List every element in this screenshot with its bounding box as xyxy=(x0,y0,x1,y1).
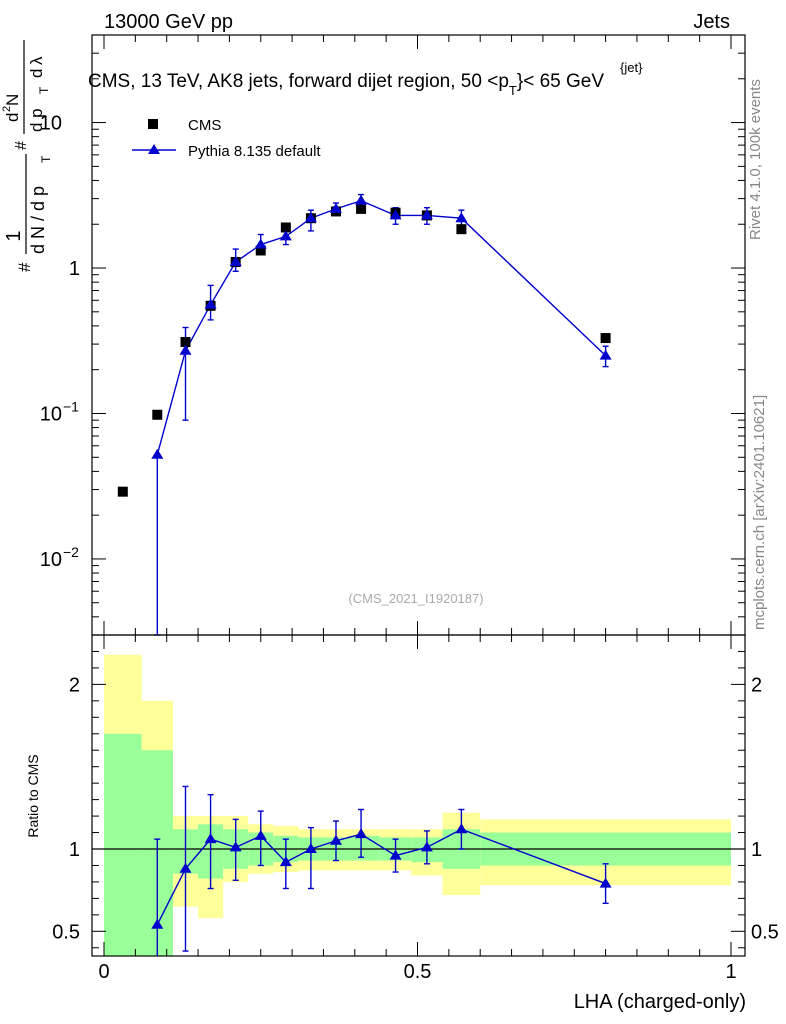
pythia-point-9 xyxy=(389,209,402,220)
ratio-point-1 xyxy=(179,862,192,873)
legend: CMS Pythia 8.135 default xyxy=(132,117,321,160)
ratio-point-8 xyxy=(355,828,368,839)
main-ylabel: # 1 d N / d p T # d 2 N d p T d λ xyxy=(1,40,53,272)
main-title-end: }< 65 GeV xyxy=(517,71,604,92)
cms-point-13 xyxy=(600,333,611,344)
band-inner-9 xyxy=(348,835,380,861)
ratio-ytick-label-right-2: 2 xyxy=(751,674,762,696)
ylabel-pt-sub: T xyxy=(39,155,53,163)
main-ytick-label-0: 10 xyxy=(40,549,62,571)
cms-point-1 xyxy=(152,409,163,420)
mcplots-label: mcplots.cern.ch [arXiv:2401.10621] xyxy=(751,395,768,630)
cms-point-12 xyxy=(456,224,467,235)
pythia-point-12 xyxy=(599,349,612,360)
cms-point-0 xyxy=(117,486,128,497)
main-title-sub: T xyxy=(509,83,517,98)
pythia-point-2 xyxy=(204,298,217,309)
ratio-point-2 xyxy=(204,833,217,844)
ratio-point-12 xyxy=(599,877,612,888)
ylabel-lambda: λ xyxy=(27,56,46,65)
pythia-point-8 xyxy=(355,194,368,205)
pythia-point-6 xyxy=(304,212,317,223)
ratio-ytick-label-left-0: 0.5 xyxy=(52,921,80,943)
main-ytick-exp-0: −2 xyxy=(63,544,79,560)
legend-cms-marker xyxy=(148,119,158,129)
legend-pythia-marker xyxy=(148,144,160,154)
ratio-ytick-label-left-2: 2 xyxy=(69,674,80,696)
cms-point-6 xyxy=(280,222,291,233)
ratio-point-5 xyxy=(279,856,292,867)
main-ytick-label-3: 10 xyxy=(40,113,62,135)
pythia-point-10 xyxy=(420,209,433,220)
ylabel-exp-2: 2 xyxy=(1,106,13,112)
pythia-point-3 xyxy=(229,256,242,267)
pythia-point-4 xyxy=(254,238,267,249)
ylabel-d: d xyxy=(3,113,22,122)
main-ytick-label-1: 10 xyxy=(40,403,62,425)
cms-point-9 xyxy=(356,203,367,214)
ratio-ytick-label-right-1: 1 xyxy=(751,839,762,861)
cms-point-5 xyxy=(255,245,266,256)
legend-pythia-label: Pythia 8.135 default xyxy=(188,143,321,160)
ylabel-dn-dpt: d N / d p xyxy=(28,186,48,254)
ratio-point-11 xyxy=(455,823,468,834)
ylabel-n: N xyxy=(3,94,22,106)
main-ytick-exp-1: −1 xyxy=(63,398,79,414)
ylabel-dp: d p xyxy=(27,108,46,132)
main-title-text: CMS, 13 TeV, AK8 jets, forward dijet reg… xyxy=(88,71,509,92)
ratio-point-7 xyxy=(329,834,342,845)
pythia-point-0 xyxy=(151,448,164,459)
ylabel-dl: d xyxy=(27,69,46,78)
xtick-label-0: 0 xyxy=(98,961,109,983)
ratio-ytick-label-left-1: 1 xyxy=(69,839,80,861)
header-energy-label: 13000 GeV pp xyxy=(104,11,233,33)
ylabel-hash-1: # xyxy=(15,262,34,272)
ylabel-pt-sub-2: T xyxy=(37,86,51,94)
x-axis-label: LHA (charged-only) xyxy=(574,991,746,1013)
ratio-point-4 xyxy=(254,829,267,840)
pythia-point-7 xyxy=(329,202,342,213)
pythia-point-11 xyxy=(455,212,468,223)
header-jets-label: Jets xyxy=(693,11,730,33)
ratio-data-marks xyxy=(151,785,612,956)
ylabel-hash-2: # xyxy=(13,141,30,150)
main-data-marks xyxy=(117,193,612,636)
band-inner-0 xyxy=(104,733,142,956)
cms-point-2 xyxy=(180,337,191,348)
pythia-point-1 xyxy=(179,344,192,355)
analysis-watermark: (CMS_2021_I1920187) xyxy=(348,591,483,606)
pythia-point-5 xyxy=(279,230,292,241)
ratio-ylabel: Ratio to CMS xyxy=(25,754,41,837)
ratio-frame xyxy=(91,634,746,957)
ylabel-one: 1 xyxy=(3,230,25,241)
ratio-ytick-label-right-0: 0.5 xyxy=(751,921,779,943)
xtick-label-2: 1 xyxy=(725,961,736,983)
ratio-point-3 xyxy=(229,841,242,852)
ratio-point-6 xyxy=(304,843,317,853)
rivet-version-label: Rivet 4.1.0, 100k events xyxy=(747,79,764,240)
ratio-point-0 xyxy=(151,918,164,929)
ratio-point-9 xyxy=(389,849,402,860)
xtick-label-1: 0.5 xyxy=(404,961,432,983)
main-ytick-label-2: 1 xyxy=(69,258,80,280)
ratio-point-10 xyxy=(420,841,433,852)
legend-cms-label: CMS xyxy=(188,117,221,134)
main-title: CMS, 13 TeV, AK8 jets, forward dijet reg… xyxy=(88,71,604,98)
main-title-sup: {jet} xyxy=(620,60,643,75)
